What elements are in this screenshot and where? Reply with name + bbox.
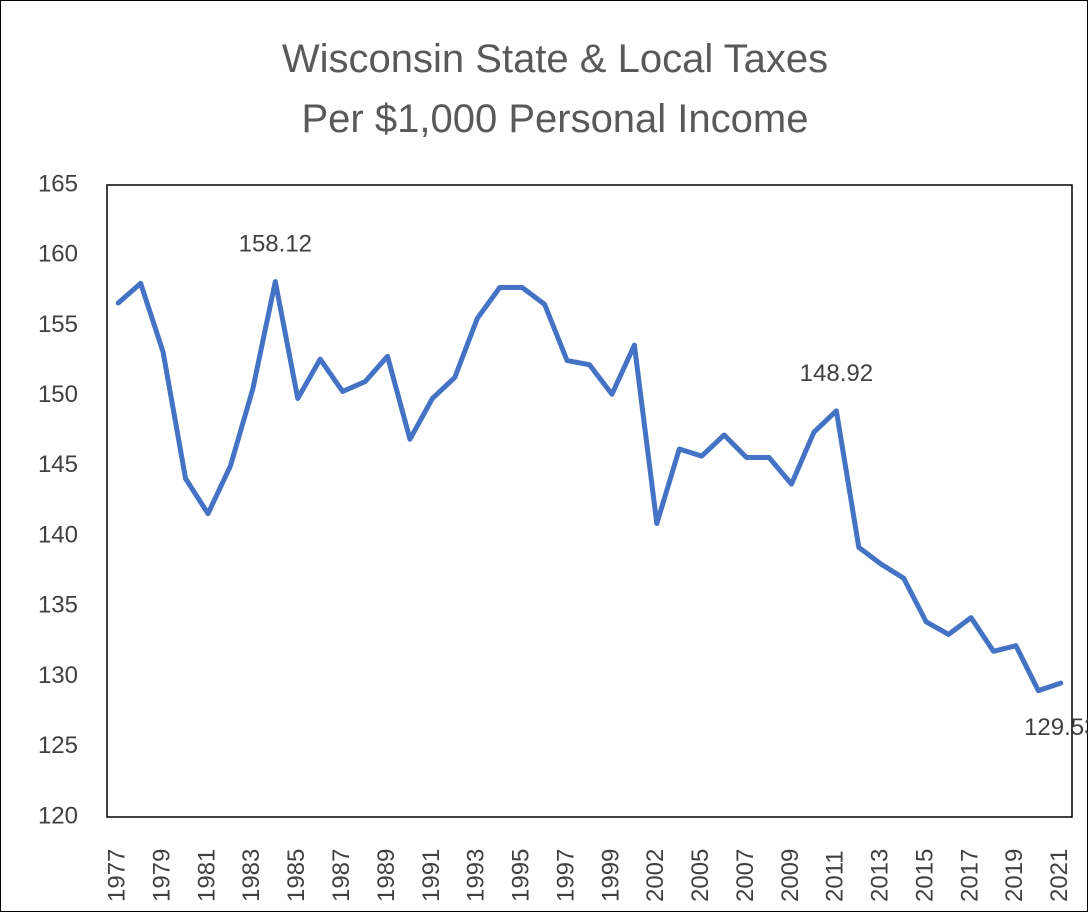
x-tick-label: 1985 <box>283 849 310 902</box>
y-tick-label: 155 <box>38 311 78 338</box>
x-tick-label: 2019 <box>1001 849 1028 902</box>
x-tick-label: 1997 <box>552 849 579 902</box>
x-tick-label: 2007 <box>732 849 759 902</box>
x-tick-label: 1995 <box>508 849 535 902</box>
x-tick-label: 1983 <box>238 849 265 902</box>
y-tick-label: 150 <box>38 381 78 408</box>
x-tick-label: 1977 <box>104 849 131 902</box>
data-label: 158.12 <box>239 231 312 258</box>
chart-title: Wisconsin State & Local Taxes <box>282 37 828 81</box>
y-tick-label: 160 <box>38 241 78 268</box>
y-tick-label: 125 <box>38 732 78 759</box>
x-tick-label: 1979 <box>148 849 175 902</box>
x-tick-label: 1991 <box>418 849 445 902</box>
x-tick-label: 1993 <box>463 849 490 902</box>
x-tick-label: 2011 <box>822 850 849 902</box>
y-tick-label: 140 <box>38 521 78 548</box>
x-tick-label: 1989 <box>373 849 400 902</box>
data-label: 129.53 <box>1024 714 1088 741</box>
plot-area <box>106 184 1073 818</box>
x-tick-label: 2013 <box>867 849 894 902</box>
y-tick-label: 120 <box>38 802 78 829</box>
data-line <box>115 279 1064 694</box>
x-tick-label: 1981 <box>193 849 220 902</box>
x-tick-label: 2015 <box>911 849 938 902</box>
x-tick-label: 2017 <box>956 849 983 902</box>
y-tick-label: 135 <box>38 592 78 619</box>
y-tick-label: 130 <box>38 662 78 689</box>
x-tick-label: 2005 <box>687 849 714 902</box>
x-tick-label: 1987 <box>328 849 355 902</box>
data-label: 148.92 <box>800 360 873 387</box>
chart-subtitle: Per $1,000 Personal Income <box>302 97 809 141</box>
y-tick-label: 165 <box>38 170 78 197</box>
y-tick-label: 145 <box>38 451 78 478</box>
x-tick-label: 2009 <box>777 849 804 902</box>
x-tick-label: 2021 <box>1046 849 1073 902</box>
x-tick-label: 1999 <box>597 849 624 902</box>
x-tick-label: 2002 <box>642 849 669 902</box>
